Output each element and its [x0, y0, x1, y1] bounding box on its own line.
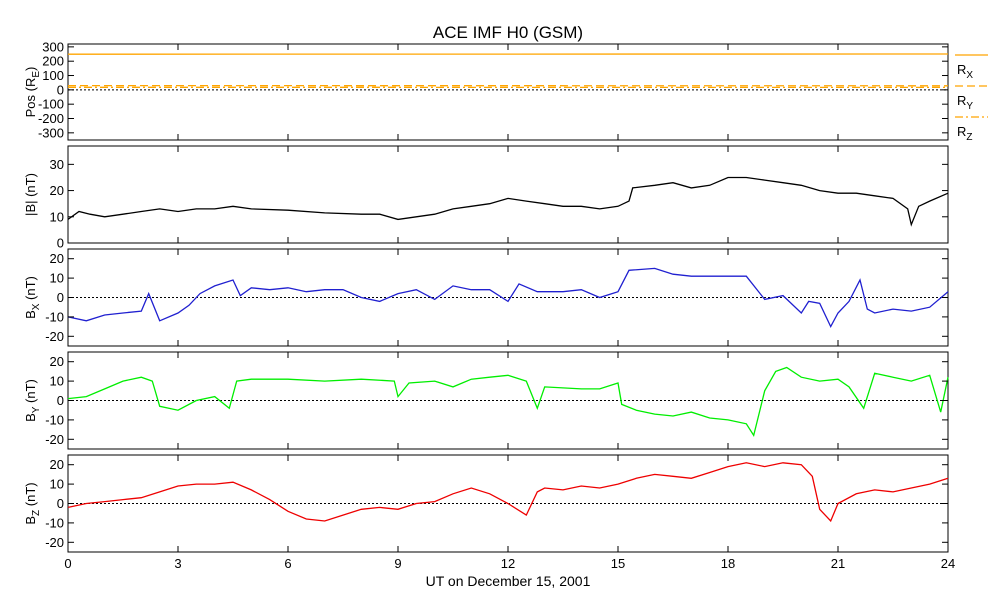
- x-tick-label: 6: [284, 556, 291, 571]
- y-axis-label-bz: BZ (nT): [23, 482, 42, 524]
- y-tick-label: -10: [45, 412, 64, 427]
- y-tick-label: -10: [45, 309, 64, 324]
- y-tick-label: -20: [45, 535, 64, 550]
- panel-bt: 30 20 10 0 |B| (nT): [23, 145, 949, 251]
- panel-frame: [67, 145, 949, 244]
- x-tick-label: 21: [831, 556, 845, 571]
- x-tick-label: 12: [501, 556, 515, 571]
- x-tick-label: 18: [721, 556, 735, 571]
- x-axis-label: UT on December 15, 2001: [426, 573, 591, 589]
- legend-label-y: RY: [957, 93, 973, 112]
- y-tick-label: -200: [38, 111, 64, 126]
- y-tick-label: 0: [57, 290, 64, 305]
- y-tick-label: -20: [45, 432, 64, 447]
- y-axis-label-bt: |B| (nT): [23, 173, 38, 216]
- chart-title: ACE IMF H0 (GSM): [433, 23, 583, 42]
- y-tick-label: -10: [45, 515, 64, 530]
- x-tick-label: 15: [611, 556, 625, 571]
- x-tick-label: 9: [394, 556, 401, 571]
- y-tick-label: 10: [50, 271, 64, 286]
- series-line-bt-0: [67, 176, 949, 227]
- legend-label-x: RX: [957, 62, 973, 81]
- y-tick-label: 10: [50, 477, 64, 492]
- panel-frame: [67, 43, 949, 141]
- y-axis-label-by: BY (nT): [23, 379, 42, 422]
- y-tick-label: 0: [57, 82, 64, 97]
- y-tick-label: 20: [50, 251, 64, 266]
- x-tick-label: 0: [64, 556, 71, 571]
- y-tick-label: -20: [45, 329, 64, 344]
- y-tick-label: 200: [42, 54, 64, 69]
- y-axis-label-bx: BX (nT): [23, 276, 42, 319]
- y-tick-label: -300: [38, 125, 64, 140]
- y-tick-label: 10: [50, 374, 64, 389]
- y-tick-label: 100: [42, 68, 64, 83]
- y-tick-label: 10: [50, 209, 64, 224]
- x-tick-label: 24: [941, 556, 955, 571]
- y-tick-label: 20: [50, 354, 64, 369]
- y-tick-label: 20: [50, 183, 64, 198]
- y-tick-label: 0: [57, 236, 64, 251]
- y-tick-label: 300: [42, 39, 64, 54]
- y-tick-label: 20: [50, 457, 64, 472]
- legend-label-z: RZ: [957, 124, 973, 143]
- y-tick-label: 0: [57, 496, 64, 511]
- y-tick-label: -100: [38, 97, 64, 112]
- y-tick-label: 0: [57, 393, 64, 408]
- series-line-bx-0: [67, 267, 949, 329]
- series-line-by-0: [67, 366, 949, 438]
- x-tick-label: 3: [174, 556, 181, 571]
- y-axis-label-pos: Pos (RE): [23, 67, 42, 118]
- y-tick-label: 30: [50, 157, 64, 172]
- series-line-bz-0: [67, 462, 949, 523]
